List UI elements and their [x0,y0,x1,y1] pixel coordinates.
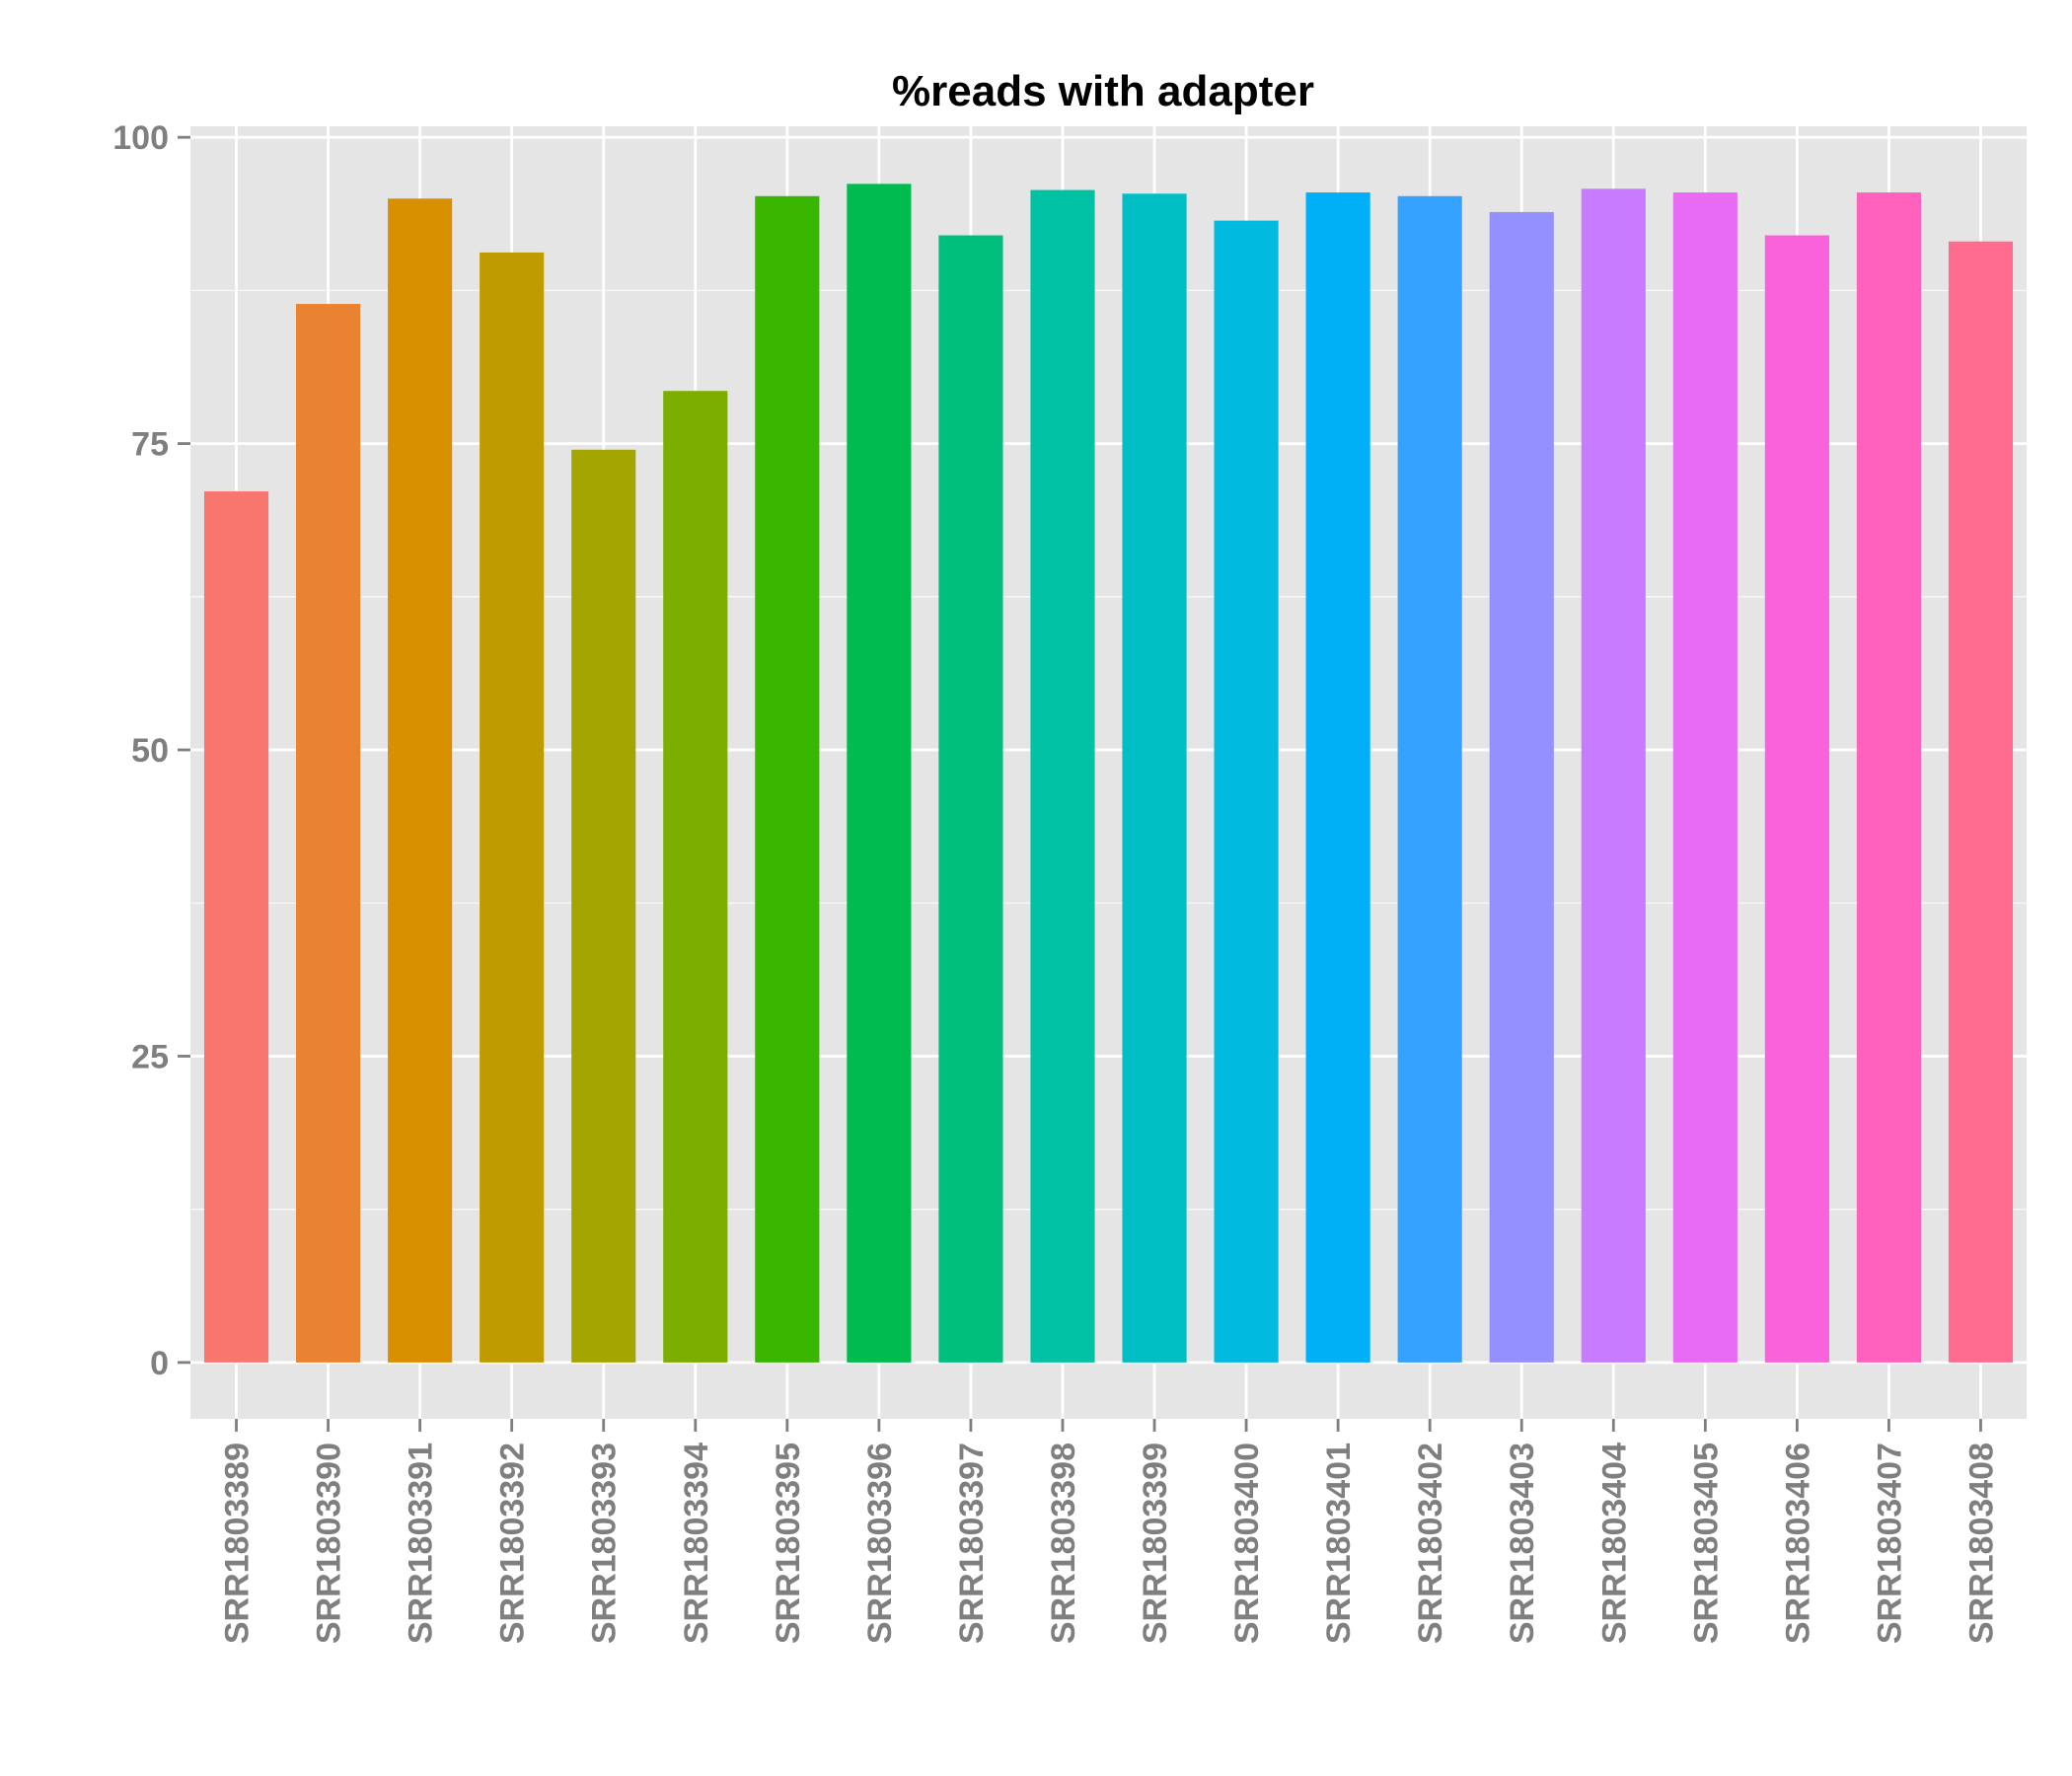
bar-SRR1803402 [1397,195,1462,1363]
y-tick-label: 75 [131,426,169,464]
x-tick-label: SRR1803405 [1687,1443,1725,1644]
bar-SRR1803394 [663,391,728,1363]
x-tick-label: SRR1803398 [1045,1443,1082,1644]
chart-title: %reads with adapter [892,67,1314,115]
bar-SRR1803399 [1122,193,1187,1363]
x-tick-label: SRR1803403 [1504,1443,1541,1644]
bar-SRR1803400 [1214,220,1279,1363]
y-tick-label: 25 [131,1038,169,1075]
bar-SRR1803389 [203,491,269,1363]
bar-SRR1803391 [388,198,453,1363]
x-tick-label: SRR1803400 [1228,1443,1266,1644]
bar-SRR1803401 [1305,192,1370,1363]
bar-SRR1803390 [296,304,361,1363]
x-tick-label: SRR1803396 [861,1443,899,1644]
x-tick-label: SRR1803408 [1962,1443,2000,1644]
bars [203,184,2014,1363]
x-tick-label: SRR1803401 [1320,1443,1358,1644]
x-tick-label: SRR1803406 [1779,1443,1816,1644]
x-tick-label: SRR1803389 [219,1443,257,1644]
bar-SRR1803404 [1581,188,1646,1363]
bar-SRR1803396 [847,184,912,1363]
x-tick-label: SRR1803397 [953,1443,991,1644]
bar-SRR1803406 [1764,235,1829,1363]
bar-SRR1803395 [755,195,820,1363]
bar-SRR1803403 [1489,211,1554,1363]
y-axis: 0 25 50 75 100 [112,119,190,1382]
bar-SRR1803408 [1948,241,2014,1363]
x-tick-label: SRR1803390 [311,1443,348,1644]
y-tick-label: 50 [131,732,169,770]
bar-SRR1803397 [938,235,1003,1363]
bar-SRR1803392 [480,252,545,1363]
x-tick-label: SRR1803394 [678,1443,715,1644]
plot-panel [190,126,2027,1419]
x-tick-label: SRR1803393 [586,1443,624,1644]
x-tick-label: SRR1803404 [1595,1443,1633,1644]
x-tick-label: SRR1803402 [1412,1443,1449,1644]
x-tick-label: SRR1803391 [403,1443,440,1644]
x-tick-label: SRR1803407 [1871,1443,1908,1644]
x-tick-label: SRR1803392 [494,1443,532,1644]
x-tick-label: SRR1803399 [1137,1443,1174,1644]
bar-SRR1803393 [571,449,636,1363]
y-tick-label: 100 [112,119,169,157]
y-tick-label: 0 [150,1345,169,1382]
x-tick-label: SRR1803395 [770,1443,807,1644]
bar-SRR1803407 [1856,192,1921,1363]
x-axis: SRR1803389 SRR1803390 SRR1803391 SRR1803392… [219,1419,2000,1644]
bar-SRR1803398 [1030,189,1095,1363]
bar-SRR1803405 [1672,192,1738,1363]
